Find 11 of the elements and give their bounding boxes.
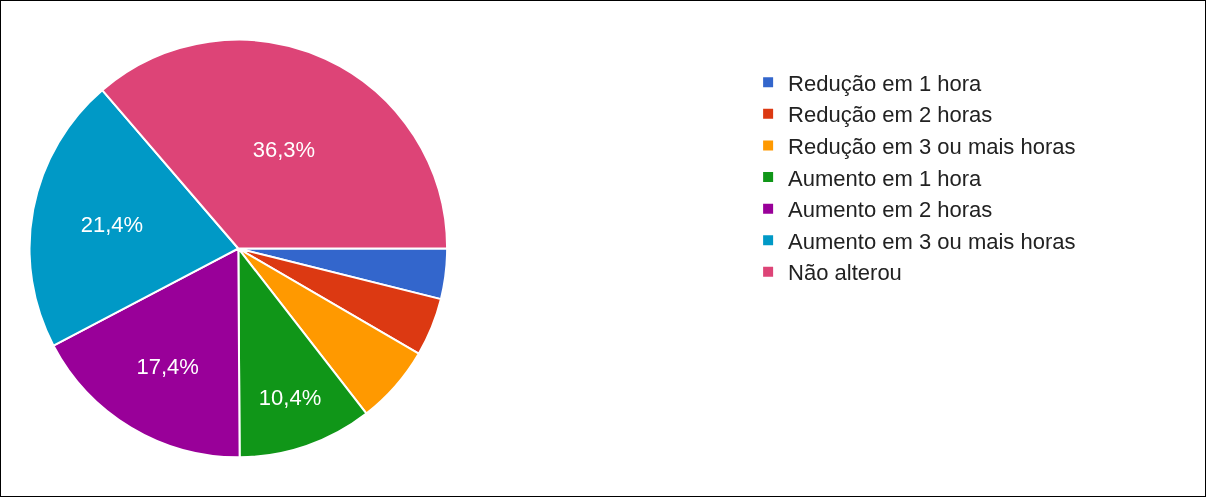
legend-label: Redução em 1 hora <box>788 70 983 96</box>
data-label: 36,3% <box>252 136 316 162</box>
data-label: 10,4% <box>258 385 322 411</box>
legend-label: Aumento em 3 ou mais horas <box>788 228 1076 254</box>
data-label: 17,4% <box>136 353 199 379</box>
legend-label: Não alterou <box>788 260 902 286</box>
legend-label: Redução em 3 ou mais horas <box>788 134 1076 160</box>
legend-label: Redução em 2 horas <box>788 102 993 128</box>
legend-label: Aumento em 2 horas <box>788 197 993 223</box>
legend-label: Aumento em 1 hora <box>788 165 983 191</box>
data-label: 21,4% <box>80 211 144 237</box>
